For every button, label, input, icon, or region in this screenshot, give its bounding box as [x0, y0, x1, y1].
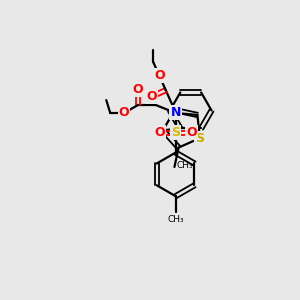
Text: O: O	[119, 106, 129, 119]
Text: O: O	[186, 126, 197, 139]
Text: O: O	[154, 69, 165, 82]
Text: O: O	[133, 83, 143, 96]
Text: CH₃: CH₃	[167, 215, 184, 224]
Text: O: O	[154, 126, 165, 139]
Text: O: O	[146, 90, 157, 103]
Text: N: N	[170, 106, 181, 119]
Text: S: S	[195, 132, 204, 145]
Text: CH₃: CH₃	[176, 161, 193, 170]
Text: S: S	[171, 126, 180, 139]
